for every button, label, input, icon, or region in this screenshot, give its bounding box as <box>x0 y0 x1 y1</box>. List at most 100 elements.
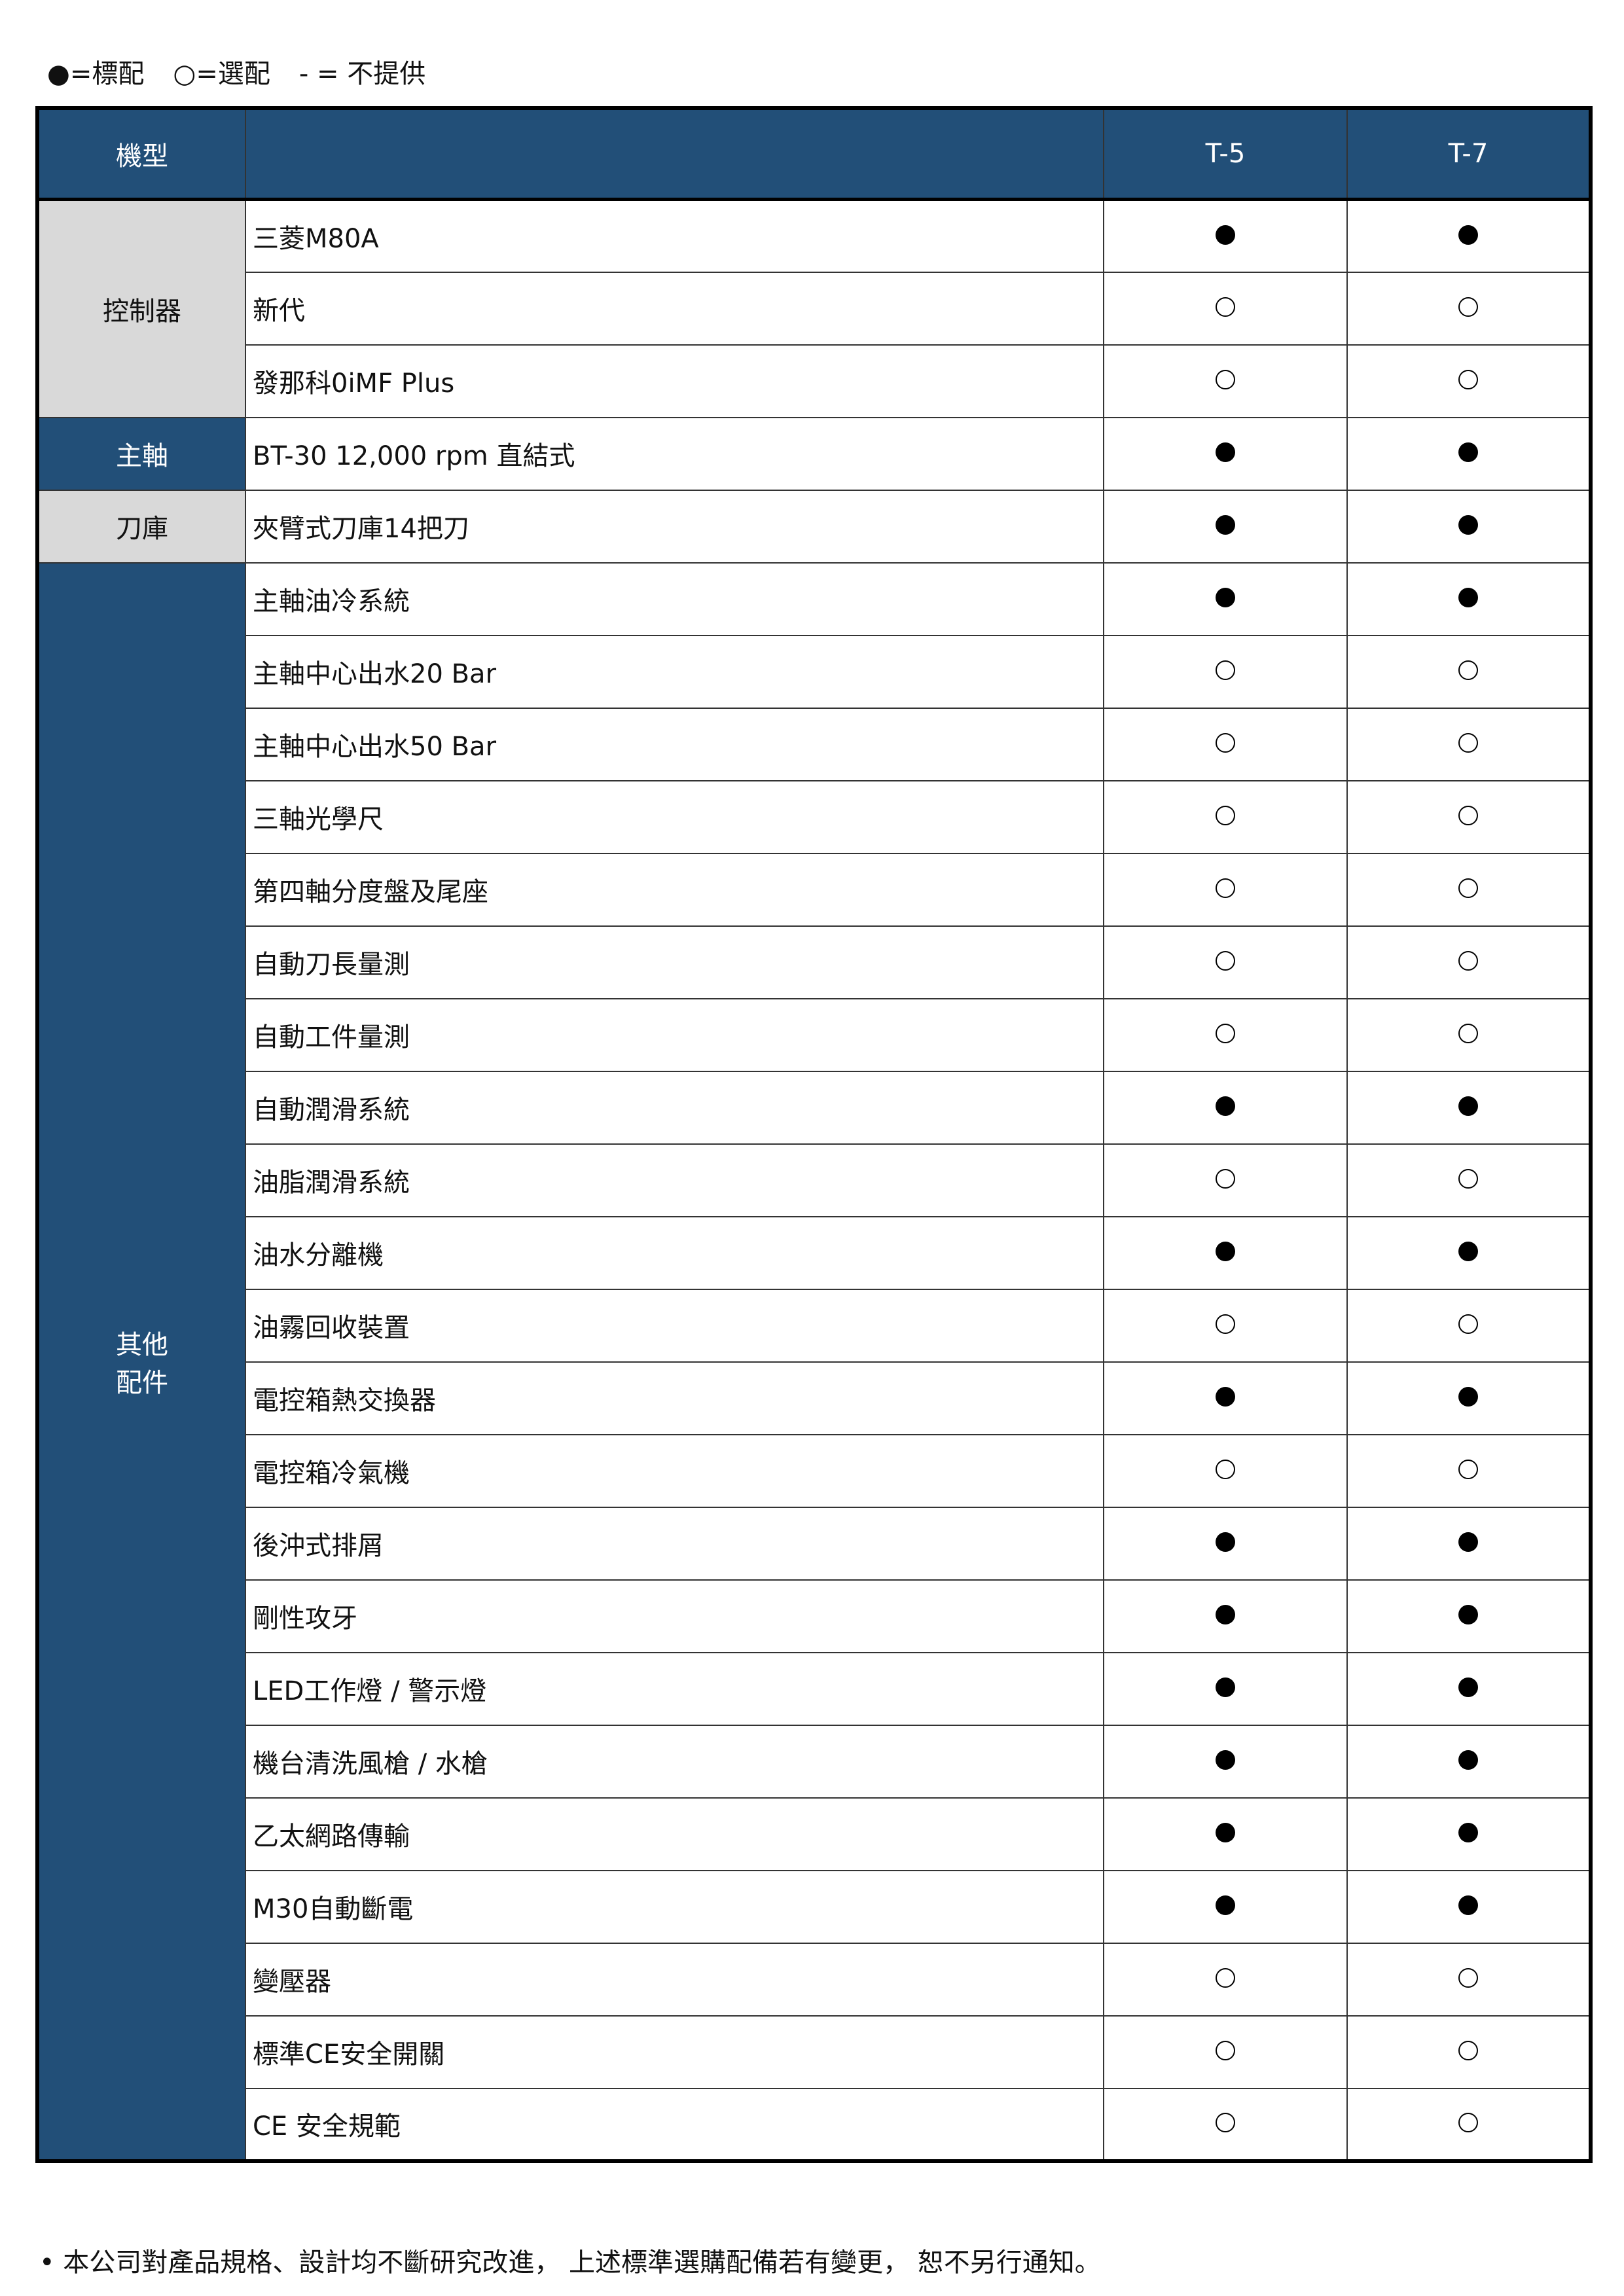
category-cell: 其他 配件 <box>37 562 246 2162</box>
standard-dot-icon <box>1458 588 1478 607</box>
optional-circle-icon <box>1216 660 1235 680</box>
standard-dot-icon <box>1458 1823 1478 1842</box>
optional-circle-icon <box>1216 2041 1235 2060</box>
standard-dot-icon <box>1216 442 1235 462</box>
availability-cell <box>1346 1506 1591 1581</box>
optional-circle-icon <box>1216 1314 1235 1334</box>
standard-dot-icon <box>1458 515 1478 535</box>
availability-cell <box>1103 198 1348 273</box>
standard-dot-icon <box>1458 442 1478 462</box>
optional-circle-icon <box>1216 1024 1235 1043</box>
availability-cell <box>1103 1942 1348 2017</box>
optional-circle-icon <box>1216 370 1235 389</box>
item-name: 主軸中心出水20 Bar <box>245 634 1104 709</box>
availability-cell <box>1103 1797 1348 1871</box>
optional-circle-icon <box>1216 1460 1235 1479</box>
optional-circle-icon <box>1458 1968 1478 1988</box>
optional-circle-icon <box>1216 1169 1235 1189</box>
availability-cell <box>1103 562 1348 636</box>
item-name: 三軸光學尺 <box>245 780 1104 854</box>
optional-circle-icon <box>1216 2113 1235 2132</box>
availability-cell <box>1103 2015 1348 2089</box>
item-name: 夾臂式刀庫14把刀 <box>245 489 1104 564</box>
availability-cell <box>1103 1143 1348 1217</box>
availability-cell <box>1346 1288 1591 1363</box>
table-row: 發那科0iMF Plus <box>37 344 1591 418</box>
item-header <box>245 107 1104 201</box>
table-row: 刀庫 夾臂式刀庫14把刀 <box>37 489 1591 564</box>
optional-circle-icon <box>1458 1460 1478 1479</box>
optional-circle-icon <box>1216 951 1235 971</box>
optional-circle-icon <box>1458 660 1478 680</box>
legend: ●=標配 ○=選配 - = 不提供 <box>47 52 454 90</box>
table-row: 標準CE安全開關 <box>37 2015 1591 2089</box>
category-cell: 刀庫 <box>37 489 246 564</box>
table-row: 主軸中心出水20 Bar <box>37 634 1591 709</box>
item-name: 主軸中心出水50 Bar <box>245 707 1104 781</box>
availability-cell <box>1346 2087 1591 2162</box>
standard-dot-icon <box>1216 1823 1235 1842</box>
availability-cell <box>1346 1651 1591 1726</box>
availability-cell <box>1103 634 1348 709</box>
availability-cell <box>1103 925 1348 999</box>
legend-not-provided: - = 不提供 <box>298 59 426 89</box>
item-name: 變壓器 <box>245 1942 1104 2017</box>
availability-cell <box>1103 1651 1348 1726</box>
optional-circle-icon <box>1216 733 1235 753</box>
item-name: LED工作燈 / 警示燈 <box>245 1651 1104 1726</box>
standard-dot-icon <box>1458 1532 1478 1552</box>
availability-cell <box>1103 1215 1348 1290</box>
availability-cell <box>1346 416 1591 491</box>
optional-circle-icon <box>1458 1314 1478 1334</box>
table-row: 控制器 三菱M80A <box>37 198 1591 418</box>
availability-cell <box>1103 1070 1348 1145</box>
item-name: 後沖式排屑 <box>245 1506 1104 1581</box>
standard-dot-icon <box>1216 588 1235 607</box>
optional-circle-icon <box>1216 878 1235 898</box>
legend-standard: ●=標配 <box>47 59 145 89</box>
item-name: 自動潤滑系統 <box>245 1070 1104 1145</box>
optional-circle-icon <box>1458 951 1478 971</box>
availability-cell <box>1346 2015 1591 2089</box>
model-t5: T-5 <box>1103 107 1348 201</box>
item-name: 電控箱冷氣機 <box>245 1433 1104 1508</box>
model-t7: T-7 <box>1346 107 1591 201</box>
standard-dot-icon <box>1216 224 1235 245</box>
category-label: 主軸 <box>116 441 168 471</box>
spec-table: 機型 T-5 T-7 控制器 三菱M80A 新代 發那科0iMF Plus 主軸 BT-3… <box>35 106 1593 2163</box>
optional-circle-icon <box>1216 297 1235 317</box>
item-name: 剛性攻牙 <box>245 1579 1104 1653</box>
item-name: 自動工件量測 <box>245 997 1104 1072</box>
standard-dot-icon <box>1458 1096 1478 1116</box>
model-label: 機型 <box>37 107 246 201</box>
availability-cell <box>1103 852 1348 927</box>
table-row: 乙太網路傳輸 <box>37 1797 1591 1871</box>
table-row: 自動潤滑系統 <box>37 1070 1591 1145</box>
standard-dot-icon <box>1216 1532 1235 1552</box>
item-name: 自動刀長量測 <box>245 925 1104 999</box>
availability-cell <box>1346 707 1591 781</box>
optional-circle-icon <box>1458 370 1478 389</box>
table-row: 機台清洗風槍 / 水槍 <box>37 1724 1591 1799</box>
spec-body: 控制器 三菱M80A 新代 發那科0iMF Plus 主軸 BT-30 12,000 rp… <box>37 198 1591 2162</box>
optional-circle-icon <box>1458 1169 1478 1189</box>
standard-dot-icon <box>1216 515 1235 535</box>
item-name: 第四軸分度盤及尾座 <box>245 852 1104 927</box>
category-cell: 控制器 <box>37 198 246 418</box>
availability-cell <box>1346 344 1591 418</box>
item-name: 油水分離機 <box>245 1215 1104 1290</box>
availability-cell <box>1346 997 1591 1072</box>
standard-dot-icon <box>1458 1677 1478 1697</box>
standard-dot-icon <box>1458 1605 1478 1624</box>
availability-cell <box>1103 780 1348 854</box>
table-row: 電控箱熱交換器 <box>37 1361 1591 1435</box>
standard-dot-icon <box>1216 1677 1235 1697</box>
availability-cell <box>1346 1579 1591 1653</box>
optional-circle-icon <box>1458 806 1478 825</box>
item-name: M30自動斷電 <box>245 1869 1104 1944</box>
standard-dot-icon <box>1216 1387 1235 1407</box>
availability-cell <box>1103 997 1348 1072</box>
availability-cell <box>1103 1433 1348 1508</box>
item-name: BT-30 12,000 rpm 直結式 <box>245 416 1104 491</box>
availability-cell <box>1346 852 1591 927</box>
